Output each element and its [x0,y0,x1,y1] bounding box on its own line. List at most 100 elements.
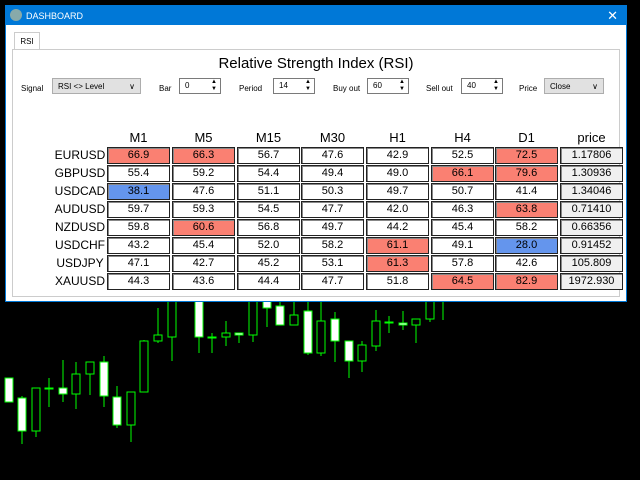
candle-body [344,340,354,362]
spin-arrows-icon[interactable]: ▲ ▼ [305,79,311,92]
candle-body [85,361,95,375]
rsi-cell: 63.8 [495,201,558,218]
rsi-cell: 44.3 [107,273,170,290]
column-header: price [577,130,606,145]
rsi-cell: 52.0 [237,237,300,254]
price-cell: 1.30936 [560,165,623,182]
title-bar[interactable]: DASHBOARD ✕ [6,6,626,25]
rsi-cell: 61.1 [366,237,429,254]
candle [357,341,367,372]
tab-rsi[interactable]: RSI [14,32,40,50]
rsi-cell: 55.4 [107,165,170,182]
rsi-cell: 47.7 [301,201,364,218]
rsi-cell: 61.3 [366,255,429,272]
period-value: 14 [279,81,288,90]
sell-out-stepper[interactable]: 40 ▲ ▼ [461,78,503,94]
candle [126,391,136,442]
rsi-cell: 28.0 [495,237,558,254]
candle-body [398,322,408,326]
rsi-cell: 42.9 [366,147,429,164]
candle [112,386,122,428]
close-button[interactable]: ✕ [607,8,618,23]
candle-body [316,320,326,354]
signal-dropdown[interactable]: RSI <> Level ∨ [52,78,141,94]
candle [17,396,27,444]
rsi-cell: 72.5 [495,147,558,164]
column-header: M1 [129,130,148,145]
candle [207,333,217,353]
candle [398,311,408,330]
buy-out-value: 60 [373,81,382,90]
candle [344,340,354,378]
rsi-cell: 42.7 [172,255,235,272]
rsi-cell: 45.4 [172,237,235,254]
row-symbol: USDCHF [55,238,105,252]
candle [99,356,109,407]
rsi-cell: 59.2 [172,165,235,182]
rsi-cell: 66.3 [172,147,235,164]
rsi-cell: 42.6 [495,255,558,272]
candle [85,361,95,395]
spin-arrows-icon[interactable]: ▲ ▼ [211,79,217,92]
row-symbol: USDCAD [54,184,106,198]
rsi-cell: 45.4 [431,219,494,236]
candle [411,318,421,343]
chevron-down-icon: ∨ [592,82,598,91]
chevron-down-icon: ∨ [129,82,135,91]
sell-out-label: Sell out [426,84,453,93]
candle-body [275,305,285,326]
row-symbol: USDJPY [56,256,104,270]
candle-body [139,340,149,393]
column-header: M30 [319,130,346,145]
price-cell: 1972.930 [560,273,623,290]
rsi-cell: 43.6 [172,273,235,290]
rsi-cell: 47.7 [301,273,364,290]
candle-body [207,336,217,339]
price-value: Close [550,82,571,91]
rsi-cell: 66.1 [431,165,494,182]
rsi-cell: 66.9 [107,147,170,164]
candle [234,332,244,343]
rsi-cell: 49.7 [366,183,429,200]
rsi-cell: 50.3 [301,183,364,200]
candle-body [384,321,394,324]
rsi-cell: 47.6 [301,147,364,164]
price-dropdown[interactable]: Close ∨ [544,78,604,94]
rsi-cell: 44.4 [237,273,300,290]
buy-out-stepper[interactable]: 60 ▲ ▼ [367,78,409,94]
period-label: Period [239,84,263,93]
price-cell: 1.17806 [560,147,623,164]
rsi-cell: 44.2 [366,219,429,236]
rsi-cell: 46.3 [431,201,494,218]
bar-stepper[interactable]: 0 ▲ ▼ [179,78,221,94]
panel-title: Relative Strength Index (RSI) [218,55,414,72]
candle [71,362,81,409]
price-cell: 105.809 [560,255,623,272]
spin-arrows-icon[interactable]: ▲ ▼ [493,79,499,92]
signal-value: RSI <> Level [58,82,105,91]
rsi-cell: 54.4 [237,165,300,182]
candle [4,377,14,403]
rsi-cell: 59.8 [107,219,170,236]
candle-body [99,361,109,397]
period-stepper[interactable]: 14 ▲ ▼ [273,78,315,94]
rsi-cell: 49.1 [431,237,494,254]
row-symbol: EURUSD [54,148,106,162]
candle-body [221,332,231,338]
rsi-cell: 49.4 [301,165,364,182]
app-icon [10,9,22,21]
candle [153,308,163,343]
rsi-cell: 43.2 [107,237,170,254]
candle-body [126,391,136,426]
rsi-cell: 53.1 [301,255,364,272]
candle [44,378,54,407]
price-cell: 0.91452 [560,237,623,254]
rsi-cell: 51.1 [237,183,300,200]
rsi-panel: Relative Strength Index (RSI) Signal RSI… [12,49,623,297]
candle [31,387,41,437]
rsi-cell: 49.7 [301,219,364,236]
spin-arrows-icon[interactable]: ▲ ▼ [399,79,405,92]
price-cell: 1.34046 [560,183,623,200]
candle [384,316,394,333]
